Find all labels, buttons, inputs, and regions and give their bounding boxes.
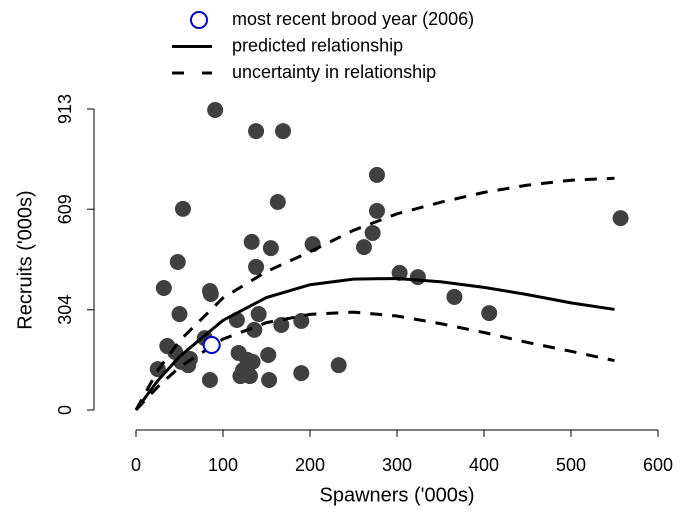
point [355,239,372,256]
point [174,200,191,217]
point [241,368,258,385]
point [248,123,265,140]
y-tick-label: 0 [55,405,75,415]
point [202,285,219,302]
y-tick-label: 609 [55,194,75,224]
point [368,166,385,183]
point [391,264,408,281]
point [409,269,426,286]
point [155,280,172,297]
point [481,305,498,322]
point [250,306,267,323]
point [330,357,347,374]
point [293,365,310,382]
y-tick-label: 304 [55,295,75,325]
legend-symbol [190,11,208,29]
x-tick-label: 0 [131,455,141,475]
point [202,336,221,355]
point [171,306,188,323]
x-tick-label: 500 [556,455,586,475]
curve [134,276,615,411]
point [260,346,277,363]
y-tick-label: 913 [55,94,75,124]
point [293,312,310,329]
point [269,193,286,210]
x-axis-label: Spawners ('000s) [320,484,475,506]
point [180,357,197,374]
point [201,371,218,388]
point [207,101,224,118]
point [246,321,263,338]
legend-label: most recent brood year (2006) [232,9,474,29]
point [261,371,278,388]
point [446,288,463,305]
point [273,316,290,333]
x-tick-label: 600 [643,455,673,475]
x-tick-label: 300 [382,455,412,475]
point [364,224,381,241]
point [275,123,292,140]
legend-label: predicted relationship [232,35,403,55]
point [262,240,279,257]
legend-label: uncertainty in relationship [232,62,436,82]
curve [134,176,615,411]
x-tick-label: 400 [469,455,499,475]
point [243,233,260,250]
point [368,202,385,219]
point [248,258,265,275]
point [169,253,186,270]
y-axis-label: Recruits ('000s) [14,190,36,329]
point [612,210,629,227]
x-tick-label: 200 [295,455,325,475]
x-tick-label: 100 [208,455,238,475]
curve [134,310,615,412]
